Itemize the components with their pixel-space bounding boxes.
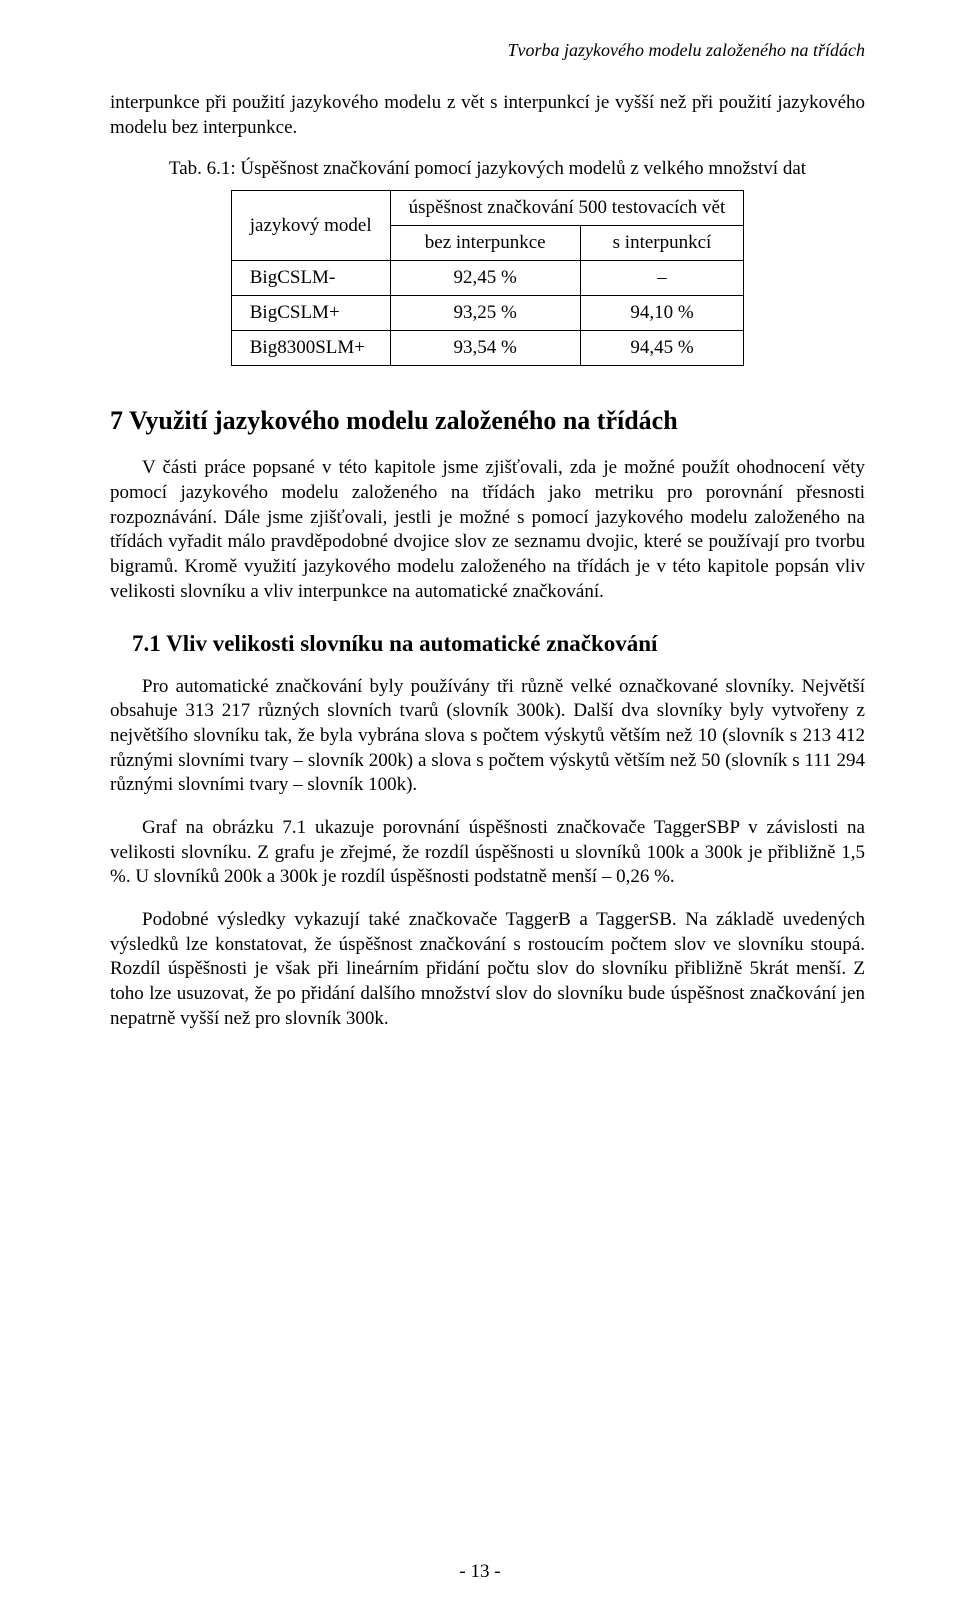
section-7-heading: 7 Využití jazykového modelu založeného n… xyxy=(110,406,865,436)
col-header-success: úspěšnost značkování 500 testovacích vět xyxy=(390,191,744,226)
table-row: Big8300SLM+ 93,54 % 94,45 % xyxy=(231,331,743,366)
cell-model: BigCSLM- xyxy=(231,261,390,296)
subsection-7-1-heading: 7.1 Vliv velikosti slovníku na automatic… xyxy=(132,631,865,657)
table-row: BigCSLM+ 93,25 % 94,10 % xyxy=(231,296,743,331)
table-caption: Tab. 6.1: Úspěšnost značkování pomocí ja… xyxy=(110,158,865,180)
intro-paragraph: interpunkce při použití jazykového model… xyxy=(110,91,865,140)
cell-value: 92,45 % xyxy=(390,261,580,296)
document-page: Tvorba jazykového modelu založeného na t… xyxy=(0,0,960,1613)
table-header-row-1: jazykový model úspěšnost značkování 500 … xyxy=(231,191,743,226)
col-header-with: s interpunkcí xyxy=(580,226,743,261)
section-7-1-p1: Pro automatické značkování byly používán… xyxy=(110,675,865,798)
running-header: Tvorba jazykového modelu založeného na t… xyxy=(110,40,865,61)
cell-value: 93,54 % xyxy=(390,331,580,366)
cell-value: 93,25 % xyxy=(390,296,580,331)
cell-value: 94,45 % xyxy=(580,331,743,366)
results-table: jazykový model úspěšnost značkování 500 … xyxy=(231,190,744,366)
col-header-without: bez interpunkce xyxy=(390,226,580,261)
section-7-1-p3: Podobné výsledky vykazují také značkovač… xyxy=(110,908,865,1031)
cell-value: – xyxy=(580,261,743,296)
section-7-1-p2: Graf na obrázku 7.1 ukazuje porovnání ús… xyxy=(110,816,865,890)
section-7-p1: V části práce popsané v této kapitole js… xyxy=(110,456,865,604)
cell-value: 94,10 % xyxy=(580,296,743,331)
cell-model: BigCSLM+ xyxy=(231,296,390,331)
table-row: BigCSLM- 92,45 % – xyxy=(231,261,743,296)
col-header-model: jazykový model xyxy=(231,191,390,261)
cell-model: Big8300SLM+ xyxy=(231,331,390,366)
page-number: - 13 - xyxy=(0,1561,960,1583)
